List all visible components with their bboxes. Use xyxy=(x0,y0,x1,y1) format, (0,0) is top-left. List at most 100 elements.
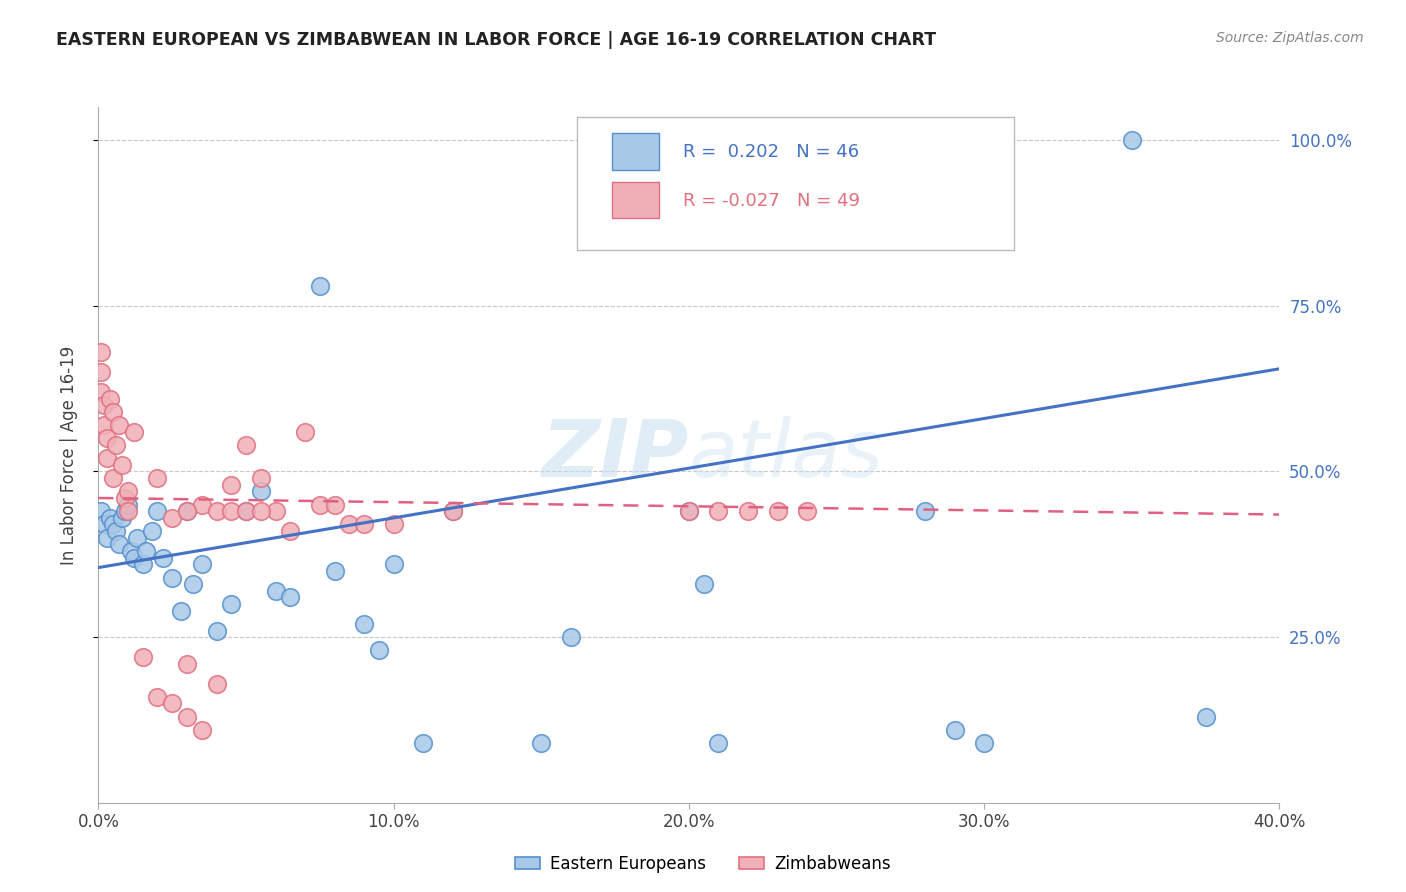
Point xyxy=(309,498,332,512)
Text: R = -0.027   N = 49: R = -0.027 N = 49 xyxy=(683,192,860,210)
Point xyxy=(93,517,115,532)
Point xyxy=(176,504,198,518)
Point xyxy=(132,558,155,572)
Point xyxy=(176,657,198,671)
Point xyxy=(146,504,169,518)
Point xyxy=(162,511,183,525)
Point xyxy=(205,504,228,518)
Point xyxy=(181,577,204,591)
Point xyxy=(219,477,242,491)
Point xyxy=(105,438,128,452)
Point xyxy=(152,550,174,565)
Point xyxy=(96,431,118,445)
Point xyxy=(382,558,405,572)
Point xyxy=(1195,709,1218,723)
Point xyxy=(90,345,112,359)
Point xyxy=(176,504,198,518)
Point xyxy=(323,498,346,512)
Text: R =  0.202   N = 46: R = 0.202 N = 46 xyxy=(683,144,859,161)
Point xyxy=(250,471,273,485)
Point xyxy=(796,504,818,518)
Point xyxy=(205,676,228,690)
Point xyxy=(441,504,464,518)
Point xyxy=(412,736,434,750)
Point xyxy=(707,736,730,750)
Point xyxy=(250,484,273,499)
Point xyxy=(122,425,145,439)
Point xyxy=(135,544,157,558)
Point xyxy=(114,504,136,518)
Text: ZIP: ZIP xyxy=(541,416,689,494)
Point xyxy=(93,418,115,433)
Point xyxy=(235,504,257,518)
Point xyxy=(278,524,302,538)
Bar xyxy=(612,134,659,169)
Point xyxy=(191,558,214,572)
Point xyxy=(678,504,700,518)
Point xyxy=(339,517,360,532)
Point xyxy=(98,511,121,525)
Point xyxy=(250,504,273,518)
Y-axis label: In Labor Force | Age 16-19: In Labor Force | Age 16-19 xyxy=(59,345,77,565)
Point xyxy=(146,690,169,704)
Point xyxy=(235,504,257,518)
Point xyxy=(693,577,716,591)
Point xyxy=(96,451,118,466)
Point xyxy=(323,564,346,578)
Point xyxy=(105,524,128,538)
Point xyxy=(122,550,145,565)
Point xyxy=(114,491,136,505)
Point xyxy=(943,723,966,737)
Point xyxy=(162,697,183,711)
Point xyxy=(678,504,700,518)
Text: atlas: atlas xyxy=(689,416,884,494)
Point xyxy=(117,504,139,518)
Point xyxy=(111,511,134,525)
Point xyxy=(191,723,214,737)
Point xyxy=(219,504,242,518)
Point xyxy=(120,544,142,558)
Point xyxy=(132,650,155,665)
Point xyxy=(973,736,995,750)
Point xyxy=(162,570,183,584)
Point xyxy=(170,604,193,618)
Point xyxy=(382,517,405,532)
Point xyxy=(125,531,148,545)
Point xyxy=(530,736,553,750)
Point xyxy=(1121,133,1143,147)
Text: EASTERN EUROPEAN VS ZIMBABWEAN IN LABOR FORCE | AGE 16-19 CORRELATION CHART: EASTERN EUROPEAN VS ZIMBABWEAN IN LABOR … xyxy=(56,31,936,49)
Point xyxy=(278,591,302,605)
Point xyxy=(146,471,169,485)
Point xyxy=(103,405,125,419)
Point xyxy=(205,624,228,638)
Point xyxy=(96,531,118,545)
Point xyxy=(93,398,115,412)
Point xyxy=(108,418,131,433)
Point xyxy=(737,504,759,518)
Point xyxy=(707,504,730,518)
FancyBboxPatch shape xyxy=(576,118,1014,250)
Point xyxy=(117,498,139,512)
Text: Source: ZipAtlas.com: Source: ZipAtlas.com xyxy=(1216,31,1364,45)
Point xyxy=(108,537,131,551)
Bar xyxy=(612,182,659,219)
Point xyxy=(264,504,287,518)
Point xyxy=(176,709,198,723)
Point xyxy=(103,517,125,532)
Point xyxy=(117,484,139,499)
Point xyxy=(264,583,287,598)
Point xyxy=(235,438,257,452)
Point xyxy=(353,517,375,532)
Point xyxy=(560,630,582,644)
Point xyxy=(441,504,464,518)
Point xyxy=(191,498,214,512)
Point xyxy=(90,504,112,518)
Point xyxy=(368,643,391,657)
Point xyxy=(353,616,375,631)
Legend: Eastern Europeans, Zimbabweans: Eastern Europeans, Zimbabweans xyxy=(509,848,897,880)
Point xyxy=(309,279,332,293)
Point xyxy=(90,365,112,379)
Point xyxy=(141,524,163,538)
Point xyxy=(294,425,316,439)
Point xyxy=(98,392,121,406)
